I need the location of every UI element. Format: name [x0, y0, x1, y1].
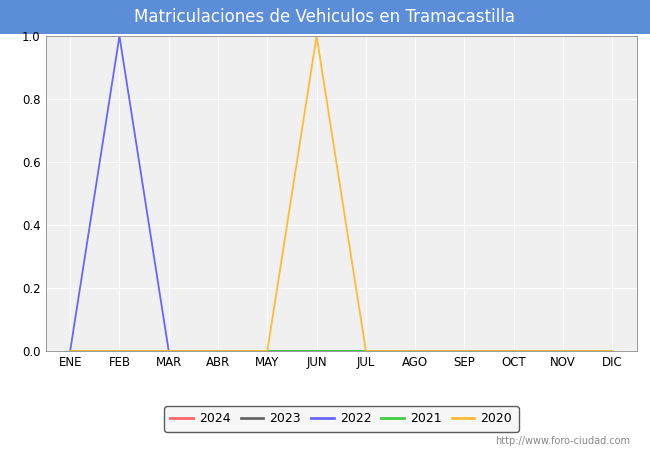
Legend: 2024, 2023, 2022, 2021, 2020: 2024, 2023, 2022, 2021, 2020 [164, 406, 519, 432]
Text: http://www.foro-ciudad.com: http://www.foro-ciudad.com [495, 436, 630, 446]
Text: Matriculaciones de Vehiculos en Tramacastilla: Matriculaciones de Vehiculos en Tramacas… [135, 8, 515, 26]
